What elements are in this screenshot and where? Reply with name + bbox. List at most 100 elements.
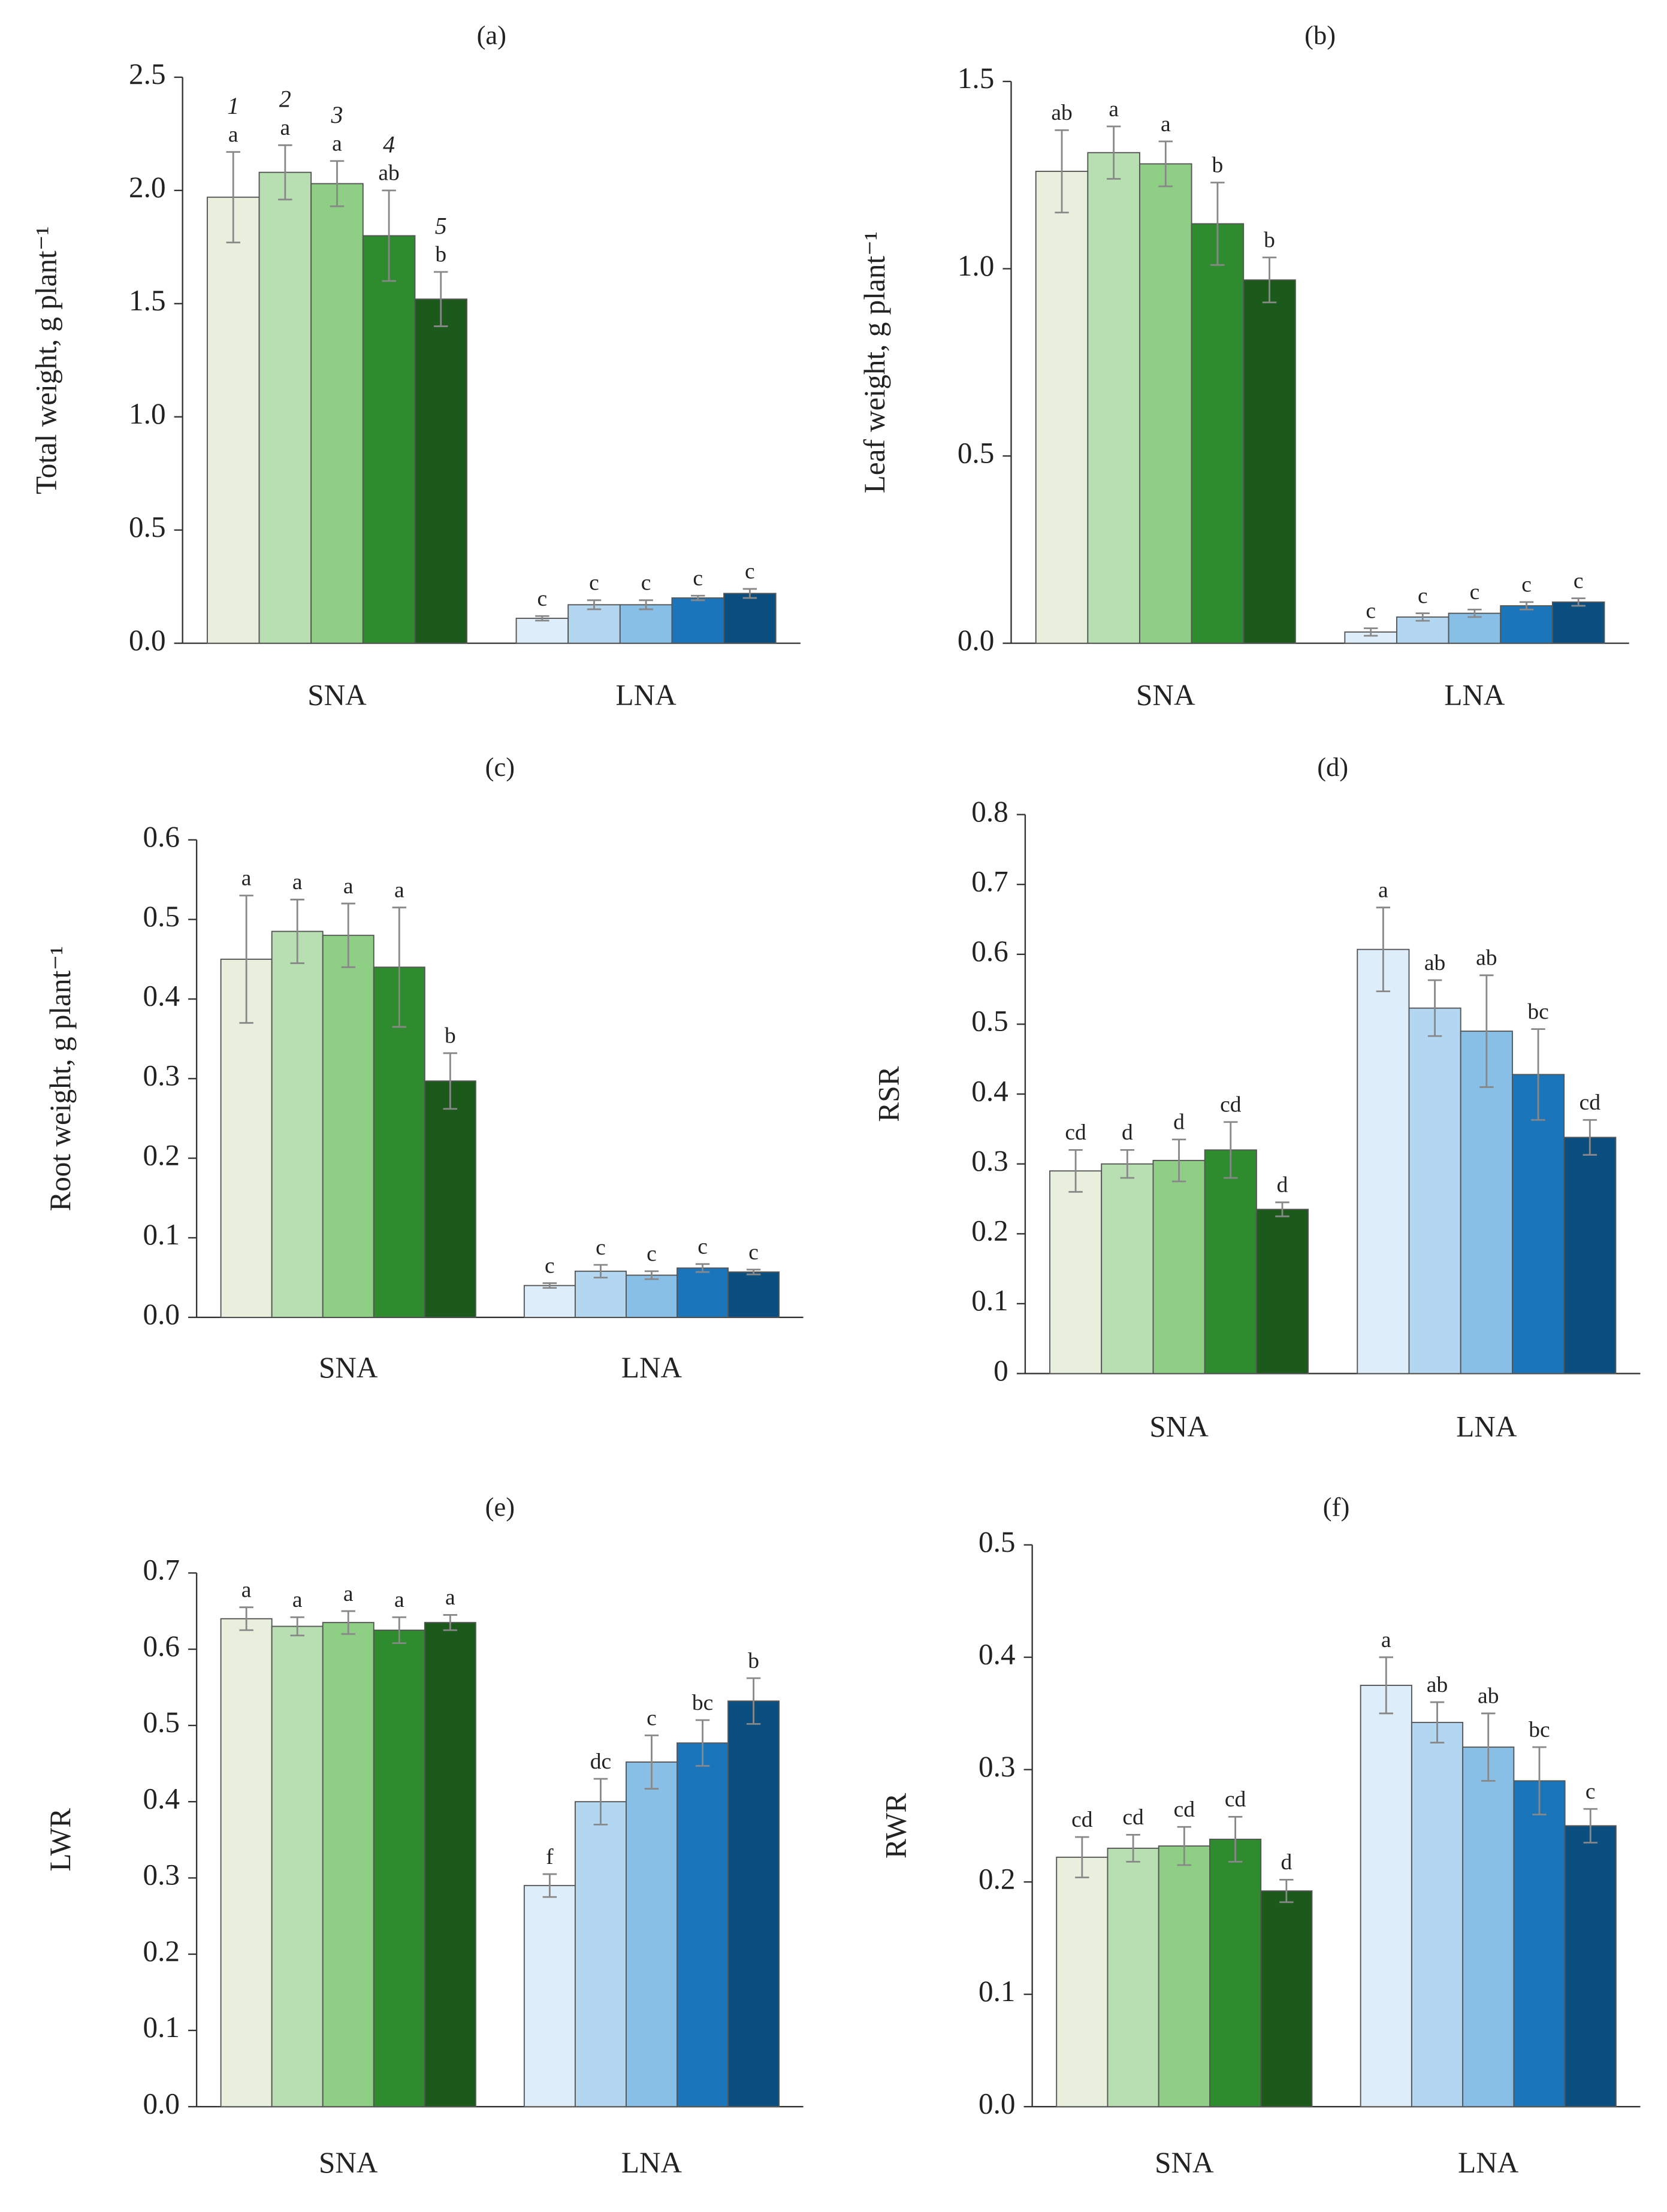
bar [271,930,324,1318]
x-tick-label: SNA [1149,1410,1209,1443]
error-bar [1376,906,1391,993]
significance-letter: a [228,122,238,147]
significance-letter: c [1586,1779,1596,1804]
error-bar [1531,1028,1545,1121]
y-tick-label: 0.7 [971,865,1008,898]
y-tick-label: 0.5 [129,510,166,543]
bar [1563,1137,1617,1374]
significance-letter: cd [1065,1120,1086,1145]
significance-letter: a [445,1585,455,1610]
error-bar [341,902,355,968]
error-bar [434,271,448,327]
bar [322,1622,375,2108]
bar [1357,948,1410,1374]
y-tick-label: 0.1 [979,1975,1016,2008]
significance-letter: a [394,1588,404,1612]
error-bar [1467,608,1482,618]
bar [220,1618,273,2108]
y-tick-label: 0.1 [971,1284,1008,1317]
error-bar [278,144,292,201]
significance-letter: bc [1529,1718,1550,1742]
bar [1564,1825,1617,2108]
significance-letter: bc [692,1691,713,1715]
error-bar [290,1616,304,1637]
error-bar [239,895,253,1024]
bar [523,1885,576,2108]
y-tick-label: 0.6 [143,1630,180,1663]
significance-letter: cd [1122,1805,1144,1830]
y-tick-label: 0.2 [143,1138,180,1171]
x-tick-label: LNA [1444,678,1505,711]
bar [1209,1838,1262,2108]
bar [1243,279,1296,644]
error-bar [695,1263,710,1273]
panel-title: (a) [477,20,506,50]
y-tick-label: 0.0 [143,2087,180,2120]
bar [1158,1845,1210,2108]
y-tick-label: 0.5 [143,900,180,933]
error-bar [1363,627,1378,637]
error-bar [1262,256,1277,304]
y-tick-label: 0.0 [979,2087,1016,2120]
bar [574,1270,627,1318]
bar [1513,1780,1566,2108]
error-bar [330,160,345,207]
error-bar [382,189,396,282]
error-bar [1068,1149,1083,1193]
bar [1056,1856,1109,2108]
error-bar [1279,1878,1294,1903]
error-bar [1379,1656,1393,1715]
y-tick-label: 0.1 [143,1218,180,1251]
error-bar [1479,974,1494,1088]
significance-letter: dc [590,1749,611,1774]
significance-letter: d [1122,1120,1133,1145]
significance-letter: a [292,870,303,895]
y-axis-label: Root weight, g plant⁻¹ [44,946,77,1211]
error-bar [1126,1833,1140,1863]
significance-letter: c [545,1253,555,1278]
error-bar [1481,1712,1496,1782]
y-axis-label: Total weight, g plant⁻¹ [29,226,62,494]
y-tick-label: 2.5 [129,58,166,90]
y-tick-label: 0.2 [971,1214,1008,1247]
error-bar [1120,1149,1135,1179]
significance-letter: cd [1174,1797,1195,1822]
significance-letter: b [445,1024,456,1048]
significance-letter: c [589,571,599,596]
y-tick-label: 0.3 [143,1059,180,1092]
significance-letter: b [1212,153,1224,178]
error-bar [1055,129,1069,214]
bar [206,197,260,644]
error-bar [644,1734,659,1790]
y-tick-label: 1.0 [958,249,995,282]
y-tick-label: 0.6 [971,935,1008,968]
series-label: 2 [279,86,291,113]
y-tick-label: 0.2 [979,1862,1016,1895]
y-tick-label: 0.3 [971,1144,1008,1177]
bar [424,1622,476,2108]
significance-letter: a [1378,878,1388,903]
error-bar [226,151,240,244]
bar [1035,171,1089,644]
significance-letter: c [596,1235,606,1260]
error-bar [1519,601,1534,611]
significance-letter: ab [1476,946,1497,971]
significance-letter: cd [1220,1093,1242,1117]
y-tick-label: 0.4 [979,1637,1016,1670]
panel-title: (f) [1323,1492,1349,1522]
error-bar [1228,1815,1243,1863]
y-tick-label: 0.4 [143,1782,180,1815]
y-axis-label: RSR [872,1066,905,1122]
error-bar [1583,1119,1597,1156]
error-bar [1177,1826,1192,1866]
error-bar [443,1614,458,1631]
y-tick-label: 0.5 [958,436,995,469]
error-bar [1075,1836,1089,1879]
bar [1360,1685,1412,2108]
bar [727,1271,780,1318]
error-bar [742,588,757,599]
y-tick-label: 0.0 [958,624,995,657]
bar [677,1267,729,1318]
bar [1500,605,1553,644]
significance-letter: a [292,1588,303,1612]
